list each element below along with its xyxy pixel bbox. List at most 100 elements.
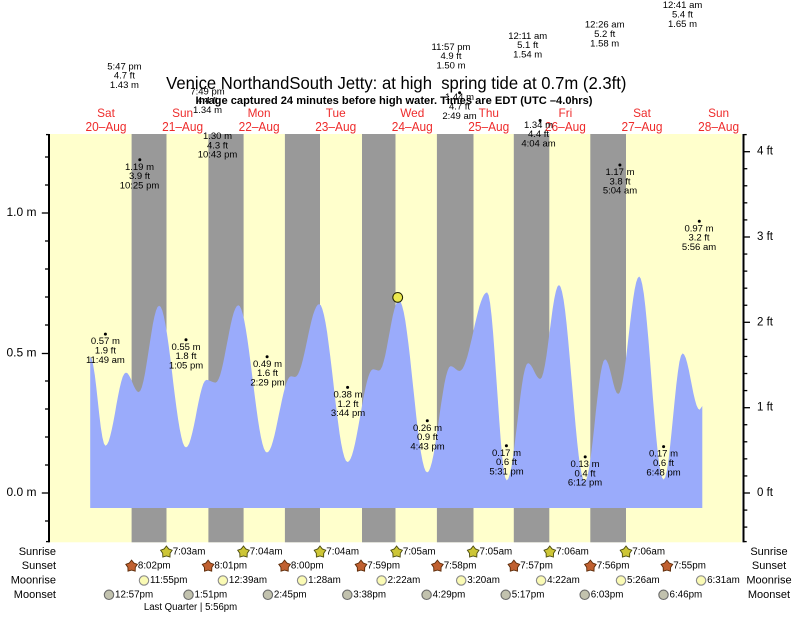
svg-text:12:26 am: 12:26 am xyxy=(585,20,625,31)
svg-text:4.7 ft: 4.7 ft xyxy=(114,71,135,82)
svg-text:25–Aug: 25–Aug xyxy=(468,120,509,134)
svg-text:4:04 am: 4:04 am xyxy=(521,139,555,150)
svg-text:0 ft: 0 ft xyxy=(757,487,774,499)
svg-text:Last Quarter | 5:56pm: Last Quarter | 5:56pm xyxy=(144,602,237,613)
svg-text:4:29pm: 4:29pm xyxy=(433,589,466,600)
svg-text:7:03am: 7:03am xyxy=(173,547,206,558)
svg-text:Thu: Thu xyxy=(479,106,499,120)
svg-text:Moonrise: Moonrise xyxy=(746,575,791,587)
svg-text:4 ft: 4 ft xyxy=(757,146,774,158)
svg-text:11:57 pm: 11:57 pm xyxy=(432,42,471,53)
svg-text:5.1 ft: 5.1 ft xyxy=(517,40,538,51)
svg-text:1.19 m: 1.19 m xyxy=(125,162,154,173)
svg-text:6:12 pm: 6:12 pm xyxy=(568,478,602,489)
svg-text:22–Aug: 22–Aug xyxy=(239,120,280,134)
svg-text:3 ft: 3 ft xyxy=(757,231,774,243)
svg-text:3:38pm: 3:38pm xyxy=(353,589,386,600)
svg-text:1.54 m: 1.54 m xyxy=(513,49,542,60)
svg-text:7:05am: 7:05am xyxy=(403,547,436,558)
svg-text:1.65 m: 1.65 m xyxy=(668,19,697,30)
svg-text:1.44 m: 1.44 m xyxy=(445,92,474,103)
svg-text:4.4 ft: 4.4 ft xyxy=(197,96,218,107)
svg-text:10:43 pm: 10:43 pm xyxy=(198,150,238,161)
svg-text:2:22am: 2:22am xyxy=(388,575,421,586)
svg-text:8:02pm: 8:02pm xyxy=(138,561,171,572)
svg-text:1:28am: 1:28am xyxy=(308,575,341,586)
svg-text:0.5 m: 0.5 m xyxy=(7,348,37,360)
svg-text:0.57 m: 0.57 m xyxy=(91,336,120,347)
svg-text:3.2 ft: 3.2 ft xyxy=(688,233,709,244)
svg-text:4.4 ft: 4.4 ft xyxy=(528,129,549,140)
svg-text:5:26am: 5:26am xyxy=(627,575,660,586)
svg-text:11:55pm: 11:55pm xyxy=(150,575,187,586)
svg-text:12:39am: 12:39am xyxy=(229,575,267,586)
svg-text:0.6 ft: 0.6 ft xyxy=(496,457,517,468)
svg-text:2:29 pm: 2:29 pm xyxy=(250,378,284,389)
svg-text:Mon: Mon xyxy=(248,106,271,120)
svg-text:7:59pm: 7:59pm xyxy=(367,561,400,572)
svg-text:4:43 pm: 4:43 pm xyxy=(410,441,444,452)
svg-text:Sun: Sun xyxy=(172,106,193,120)
svg-text:6:46pm: 6:46pm xyxy=(670,589,703,600)
svg-text:Sunset: Sunset xyxy=(22,560,56,572)
svg-text:4.7 ft: 4.7 ft xyxy=(449,101,470,112)
svg-text:Sunrise: Sunrise xyxy=(750,546,787,558)
svg-text:Sunrise: Sunrise xyxy=(19,546,56,558)
svg-text:11:49 am: 11:49 am xyxy=(86,355,125,366)
svg-text:3.8 ft: 3.8 ft xyxy=(609,176,630,187)
svg-text:12:41 am: 12:41 am xyxy=(663,0,703,11)
svg-text:1.43 m: 1.43 m xyxy=(110,80,139,91)
svg-text:7:55pm: 7:55pm xyxy=(673,561,706,572)
svg-text:Sun: Sun xyxy=(708,106,729,120)
svg-text:Tue: Tue xyxy=(326,106,346,120)
svg-text:6:48 pm: 6:48 pm xyxy=(646,467,680,478)
svg-text:3.9 ft: 3.9 ft xyxy=(129,171,150,182)
svg-text:24–Aug: 24–Aug xyxy=(392,120,433,134)
svg-text:5.4 ft: 5.4 ft xyxy=(672,10,693,21)
svg-text:26–Aug: 26–Aug xyxy=(545,120,586,134)
svg-text:5:56 am: 5:56 am xyxy=(682,242,716,253)
svg-text:0.26 m: 0.26 m xyxy=(413,423,442,434)
svg-text:Moonset: Moonset xyxy=(748,589,790,601)
svg-text:4:22am: 4:22am xyxy=(547,575,580,586)
svg-text:Image captured 24 minutes befo: Image captured 24 minutes before high wa… xyxy=(196,95,593,107)
svg-text:28–Aug: 28–Aug xyxy=(698,120,739,134)
svg-text:0.13 m: 0.13 m xyxy=(570,459,599,470)
svg-text:1.6 ft: 1.6 ft xyxy=(257,368,278,379)
svg-text:3:44 pm: 3:44 pm xyxy=(331,408,365,419)
svg-text:3:20am: 3:20am xyxy=(467,575,500,586)
svg-text:7:58pm: 7:58pm xyxy=(444,561,477,572)
svg-text:1.58 m: 1.58 m xyxy=(590,38,619,49)
svg-text:1 ft: 1 ft xyxy=(757,402,774,414)
svg-text:5:47 pm: 5:47 pm xyxy=(107,61,141,72)
svg-text:10:25 pm: 10:25 pm xyxy=(120,181,160,192)
svg-text:Sat: Sat xyxy=(633,106,651,120)
svg-text:7:56pm: 7:56pm xyxy=(597,561,630,572)
svg-text:6:03pm: 6:03pm xyxy=(591,589,624,600)
svg-text:Sat: Sat xyxy=(97,106,115,120)
svg-text:12:57pm: 12:57pm xyxy=(115,589,153,600)
svg-text:5:17pm: 5:17pm xyxy=(512,589,545,600)
svg-text:2:45pm: 2:45pm xyxy=(274,589,307,600)
svg-text:2:49 am: 2:49 am xyxy=(442,111,476,122)
svg-text:Moonrise: Moonrise xyxy=(11,575,56,587)
svg-text:1.34 m: 1.34 m xyxy=(524,120,553,131)
svg-text:0.17 m: 0.17 m xyxy=(492,448,521,459)
svg-text:4.3 ft: 4.3 ft xyxy=(207,140,228,151)
svg-text:5:31 pm: 5:31 pm xyxy=(489,466,523,477)
svg-text:0.0 m: 0.0 m xyxy=(7,487,37,499)
svg-text:0.38 m: 0.38 m xyxy=(333,390,362,401)
svg-text:1.34 m: 1.34 m xyxy=(193,105,222,116)
svg-text:Sunset: Sunset xyxy=(752,560,786,572)
svg-text:4.9 ft: 4.9 ft xyxy=(440,51,461,62)
svg-text:2 ft: 2 ft xyxy=(757,316,774,328)
svg-text:0.9 ft: 0.9 ft xyxy=(417,432,438,443)
svg-text:1.50 m: 1.50 m xyxy=(436,61,465,72)
svg-text:7:04am: 7:04am xyxy=(250,547,283,558)
svg-text:0.49 m: 0.49 m xyxy=(253,359,282,370)
svg-text:0.55 m: 0.55 m xyxy=(171,342,200,353)
svg-text:0.6 ft: 0.6 ft xyxy=(653,458,674,469)
svg-text:1.8 ft: 1.8 ft xyxy=(175,351,196,362)
svg-text:1.30 m: 1.30 m xyxy=(203,131,232,142)
svg-text:1:05 pm: 1:05 pm xyxy=(169,360,203,371)
